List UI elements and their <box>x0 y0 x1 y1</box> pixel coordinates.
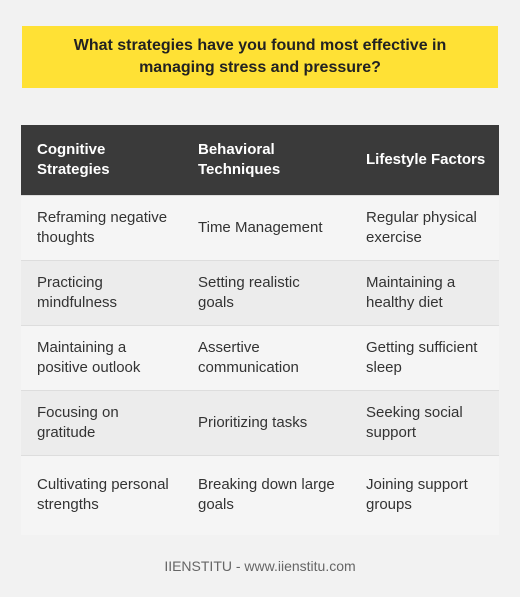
title-banner: What strategies have you found most effe… <box>22 26 498 88</box>
table-row: Cultivating personal strengths Breaking … <box>21 454 499 535</box>
strategies-table: Cognitive Strategies Behavioral Techniqu… <box>21 125 499 535</box>
table-cell: Cultivating personal strengths <box>21 454 182 535</box>
table-row: Maintaining a positive outlook Assertive… <box>21 324 499 390</box>
table-cell: Regular physical exercise <box>350 194 499 260</box>
page-title: What strategies have you found most effe… <box>73 37 447 76</box>
table-cell: Reframing negative thoughts <box>21 194 182 260</box>
table-row: Reframing negative thoughts Time Managem… <box>21 194 499 260</box>
table-cell: Joining support groups <box>350 454 499 535</box>
footer-credit: IIENSTITU - www.iienstitu.com <box>164 558 356 574</box>
table-row: Focusing on gratitude Prioritizing tasks… <box>21 389 499 455</box>
table-cell: Assertive communication <box>182 324 350 390</box>
table-cell: Maintaining a positive outlook <box>21 324 182 390</box>
header-lifestyle-factors: Lifestyle Factors <box>350 125 499 195</box>
header-cognitive-strategies: Cognitive Strategies <box>21 125 182 195</box>
table-cell: Seeking social support <box>350 389 499 455</box>
table-cell: Prioritizing tasks <box>182 389 350 455</box>
table-cell: Maintaining a healthy diet <box>350 259 499 325</box>
table-cell: Setting realistic goals <box>182 259 350 325</box>
table-header-row: Cognitive Strategies Behavioral Techniqu… <box>21 125 499 195</box>
table-row: Practicing mindfulness Setting realistic… <box>21 259 499 325</box>
header-behavioral-techniques: Behavioral Techniques <box>182 125 350 195</box>
table-cell: Getting sufficient sleep <box>350 324 499 390</box>
table-cell: Time Management <box>182 194 350 260</box>
table-cell: Focusing on gratitude <box>21 389 182 455</box>
table-cell: Breaking down large goals <box>182 454 350 535</box>
table-cell: Practicing mindfulness <box>21 259 182 325</box>
